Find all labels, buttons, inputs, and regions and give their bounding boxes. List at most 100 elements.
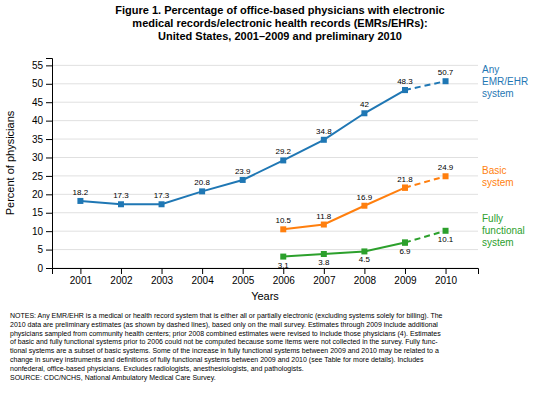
y-tick-mark — [46, 65, 52, 66]
data-label: 10.1 — [438, 235, 454, 244]
note-line: nonfederal, office-based physicians. Exc… — [10, 365, 304, 373]
y-tick-label: 35 — [32, 134, 44, 145]
grid-line — [52, 102, 478, 103]
series-marker — [199, 188, 205, 194]
series-marker — [443, 173, 449, 179]
y-tick-mark — [46, 231, 52, 232]
x-tick-label: 2004 — [191, 275, 214, 286]
x-axis-line — [53, 269, 479, 275]
x-tick-mark — [162, 268, 163, 274]
series-marker — [118, 201, 124, 207]
note-line: of basic and fully functional systems pr… — [10, 338, 438, 346]
series-marker — [402, 87, 408, 93]
series-label: AnyEMR/EHRsystem — [482, 64, 528, 99]
grid-line — [52, 83, 478, 84]
data-label: 3.8 — [318, 258, 330, 267]
grid-line — [52, 175, 478, 176]
y-tick-label: 5 — [37, 244, 43, 255]
series-marker — [402, 185, 408, 191]
note-line: NOTES: Any EMR/EHR is a medical or healt… — [10, 312, 443, 320]
x-tick-mark — [243, 268, 244, 274]
data-label: 21.8 — [397, 175, 413, 184]
x-tick: 2001 — [70, 268, 93, 286]
note-line: 2010 data are preliminary estimates (as … — [10, 321, 438, 329]
y-tick-label: 45 — [32, 97, 44, 108]
y-tick-mark — [46, 213, 52, 214]
note-line: SOURCE: CDC/NCHS, National Ambulatory Me… — [10, 374, 216, 382]
data-label: 24.9 — [438, 163, 454, 172]
y-tick-mark — [46, 84, 52, 85]
x-axis: 2001200220032004200520062007200820092010 — [53, 268, 479, 286]
notes: NOTES: Any EMR/EHR is a medical or healt… — [10, 312, 443, 382]
note-line: change in survey instruments and definit… — [10, 356, 424, 364]
x-tick: 2003 — [151, 268, 174, 286]
y-tick-mark — [46, 102, 52, 103]
y-tick-label: 10 — [32, 226, 44, 237]
series-label-line: functional — [482, 225, 525, 236]
series-marker — [321, 222, 327, 228]
y-tick: 55 — [32, 60, 52, 71]
x-tick-label: 2009 — [394, 275, 417, 286]
grid — [52, 65, 478, 268]
series-marker — [77, 198, 83, 204]
x-tick-label: 2010 — [435, 275, 458, 286]
data-label: 50.7 — [438, 68, 454, 77]
y-tick-label: 30 — [32, 152, 44, 163]
series-marker — [361, 203, 367, 209]
series-marker — [321, 251, 327, 257]
grid-line — [52, 157, 478, 158]
x-tick-label: 2005 — [232, 275, 255, 286]
series-marker — [280, 254, 286, 260]
y-tick-mark — [46, 268, 52, 269]
y-tick-mark — [46, 157, 52, 158]
series-marker — [443, 78, 449, 84]
y-tick-label: 40 — [32, 115, 44, 126]
x-tick-mark — [121, 268, 122, 274]
series-label-line: Fully — [482, 213, 503, 224]
x-axis-title: Years — [251, 290, 279, 302]
chart: Figure 1. Percentage of office-based phy… — [0, 0, 560, 420]
y-tick-label: 50 — [32, 78, 44, 89]
grid-line — [52, 65, 478, 66]
series-label-line: Basic — [482, 165, 506, 176]
x-tick-label: 2006 — [273, 275, 296, 286]
y-tick: 15 — [32, 207, 52, 218]
data-label: 6.9 — [399, 247, 411, 256]
y-tick: 45 — [32, 97, 52, 108]
data-label: 17.3 — [154, 191, 170, 200]
x-tick: 2008 — [354, 268, 377, 286]
x-tick-mark — [446, 268, 447, 274]
series-label: Basicsystem — [482, 165, 514, 188]
x-tick: 2007 — [313, 268, 336, 286]
y-tick: 50 — [32, 78, 52, 89]
y-tick: 25 — [32, 171, 52, 182]
y-tick: 0 — [37, 263, 52, 274]
series-marker — [280, 157, 286, 163]
series-label-line: Any — [482, 64, 499, 75]
plot-area — [77, 78, 448, 259]
data-label: 10.5 — [275, 216, 291, 225]
data-label: 4.5 — [359, 255, 371, 264]
title-line: United States, 2001–2009 and preliminary… — [158, 30, 402, 42]
x-tick: 2009 — [394, 268, 417, 286]
series-marker — [443, 228, 449, 234]
grid-line — [52, 120, 478, 121]
y-axis-line — [46, 59, 53, 269]
x-tick: 2004 — [191, 268, 214, 286]
series-line — [80, 90, 405, 204]
y-tick: 30 — [32, 152, 52, 163]
note-line: physicians sampled from community health… — [10, 330, 441, 338]
x-tick-mark — [324, 268, 325, 274]
x-tick-label: 2007 — [313, 275, 336, 286]
x-tick-mark — [80, 268, 81, 274]
x-tick: 2005 — [232, 268, 255, 286]
y-tick-label: 25 — [32, 171, 44, 182]
series-label-line: EMR/EHR — [482, 76, 528, 87]
data-label: 18.2 — [73, 188, 89, 197]
x-tick-label: 2003 — [151, 275, 174, 286]
y-tick-mark — [46, 121, 52, 122]
data-label: 42 — [360, 100, 369, 109]
y-tick-mark — [46, 194, 52, 195]
data-label: 3.1 — [278, 261, 290, 270]
title-line: medical records/electronic health record… — [132, 17, 427, 29]
